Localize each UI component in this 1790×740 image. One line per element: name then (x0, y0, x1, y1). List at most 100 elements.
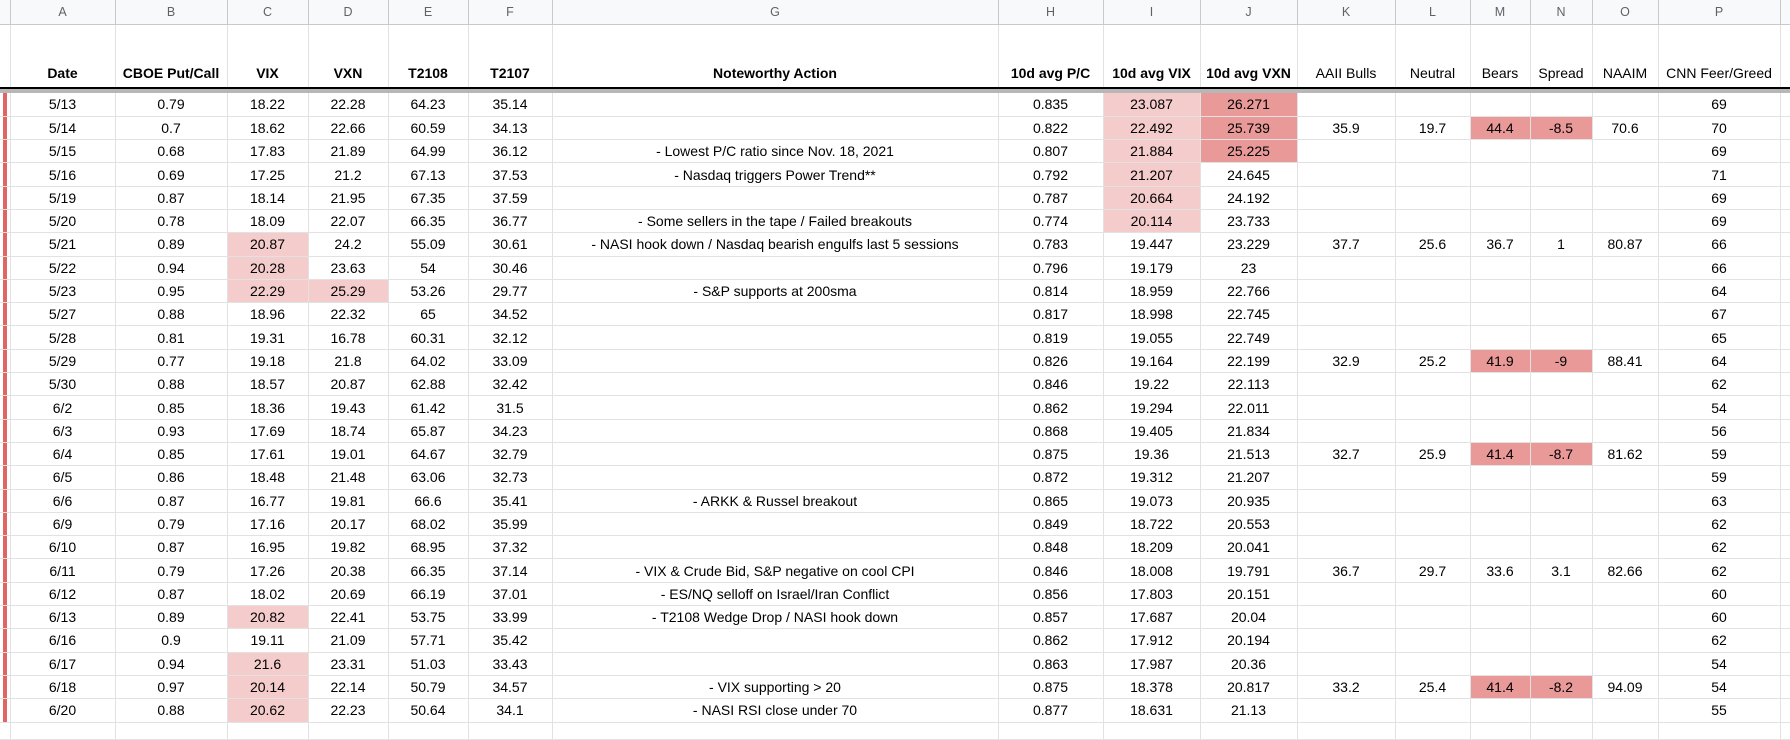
cell-F19[interactable]: 35.41 (468, 489, 553, 513)
cell-A4[interactable]: 5/15 (10, 139, 116, 164)
cell-M6[interactable] (1470, 186, 1531, 210)
cell-B27[interactable]: 0.97 (115, 675, 228, 700)
cell-G13[interactable] (552, 349, 999, 374)
cell-M14[interactable] (1470, 372, 1531, 397)
cell-H8[interactable]: 0.783 (998, 232, 1104, 257)
cell-N9[interactable] (1530, 256, 1593, 280)
cell-I12[interactable]: 19.055 (1103, 325, 1201, 350)
cell-F21[interactable]: 37.32 (468, 535, 553, 560)
cell-F9[interactable]: 30.46 (468, 256, 553, 280)
header-avg_vix[interactable]: 10d avg VIX (1103, 24, 1201, 89)
cell-P3[interactable]: 70 (1658, 116, 1781, 141)
col-letter-J[interactable]: J (1200, 0, 1298, 25)
cell-F10[interactable]: 29.77 (468, 279, 553, 304)
cell-A29[interactable] (10, 722, 116, 740)
cell-O22[interactable]: 82.66 (1592, 558, 1659, 583)
cell-I4[interactable]: 21.884 (1103, 139, 1201, 164)
cell-J24[interactable]: 20.04 (1200, 605, 1298, 630)
cell-M4[interactable] (1470, 139, 1531, 164)
col-letter-H[interactable]: H (998, 0, 1104, 25)
cell-M18[interactable] (1470, 465, 1531, 490)
cell-I10[interactable]: 18.959 (1103, 279, 1201, 304)
cell-M2[interactable] (1470, 93, 1531, 117)
cell-J14[interactable]: 22.113 (1200, 372, 1298, 397)
cell-F3[interactable]: 34.13 (468, 116, 553, 141)
cell-N17[interactable]: -8.7 (1530, 442, 1593, 467)
header-avg_vxn[interactable]: 10d avg VXN (1200, 24, 1298, 89)
cell-E20[interactable]: 68.02 (388, 512, 469, 537)
cell-P28[interactable]: 55 (1658, 698, 1781, 723)
cell-E4[interactable]: 64.99 (388, 139, 469, 164)
cell-E9[interactable]: 54 (388, 256, 469, 280)
cell-M23[interactable] (1470, 582, 1531, 607)
cell-M21[interactable] (1470, 535, 1531, 560)
cell-C13[interactable]: 19.18 (227, 349, 309, 374)
cell-B24[interactable]: 0.89 (115, 605, 228, 630)
cell-C24[interactable]: 20.82 (227, 605, 309, 630)
cell-F2[interactable]: 35.14 (468, 93, 553, 117)
cell-P4[interactable]: 69 (1658, 139, 1781, 164)
cell-N15[interactable] (1530, 395, 1593, 420)
cell-F7[interactable]: 36.77 (468, 209, 553, 234)
cell-P24[interactable]: 60 (1658, 605, 1781, 630)
cell-M27[interactable]: 41.4 (1470, 675, 1531, 700)
cell-P7[interactable]: 69 (1658, 209, 1781, 234)
cell-O24[interactable] (1592, 605, 1659, 630)
cell-B26[interactable]: 0.94 (115, 652, 228, 676)
cell-A11[interactable]: 5/27 (10, 302, 116, 327)
cell-O17[interactable]: 81.62 (1592, 442, 1659, 467)
cell-P18[interactable]: 59 (1658, 465, 1781, 490)
cell-M5[interactable] (1470, 162, 1531, 187)
cell-overflow[interactable] (1780, 722, 1790, 740)
cell-F28[interactable]: 34.1 (468, 698, 553, 723)
cell-G27[interactable]: - VIX supporting > 20 (552, 675, 999, 700)
cell-C12[interactable]: 19.31 (227, 325, 309, 350)
header-spread[interactable]: Spread (1530, 24, 1593, 89)
cell-F22[interactable]: 37.14 (468, 558, 553, 583)
cell-D25[interactable]: 21.09 (308, 628, 389, 653)
cell-D28[interactable]: 22.23 (308, 698, 389, 723)
cell-J20[interactable]: 20.553 (1200, 512, 1298, 537)
cell-E28[interactable]: 50.64 (388, 698, 469, 723)
cell-G25[interactable] (552, 628, 999, 653)
cell-F15[interactable]: 31.5 (468, 395, 553, 420)
cell-P14[interactable]: 62 (1658, 372, 1781, 397)
cell-H27[interactable]: 0.875 (998, 675, 1104, 700)
cell-B18[interactable]: 0.86 (115, 465, 228, 490)
cell-M29[interactable] (1470, 722, 1531, 740)
cell-D6[interactable]: 21.95 (308, 186, 389, 210)
cell-P22[interactable]: 62 (1658, 558, 1781, 583)
cell-I24[interactable]: 17.687 (1103, 605, 1201, 630)
cell-M11[interactable] (1470, 302, 1531, 327)
cell-O11[interactable] (1592, 302, 1659, 327)
header-note[interactable]: Noteworthy Action (552, 24, 999, 89)
cell-overflow[interactable] (1780, 675, 1790, 700)
cell-overflow[interactable] (1780, 279, 1790, 304)
cell-L24[interactable] (1395, 605, 1471, 630)
cell-P15[interactable]: 54 (1658, 395, 1781, 420)
cell-M10[interactable] (1470, 279, 1531, 304)
col-letter-O[interactable]: O (1592, 0, 1659, 25)
cell-C6[interactable]: 18.14 (227, 186, 309, 210)
cell-J29[interactable] (1200, 722, 1298, 740)
header-avg_pc[interactable]: 10d avg P/C (998, 24, 1104, 89)
cell-H22[interactable]: 0.846 (998, 558, 1104, 583)
cell-H16[interactable]: 0.868 (998, 419, 1104, 443)
header-t2108[interactable]: T2108 (388, 24, 469, 89)
cell-B21[interactable]: 0.87 (115, 535, 228, 560)
cell-N8[interactable]: 1 (1530, 232, 1593, 257)
cell-J3[interactable]: 25.739 (1200, 116, 1298, 141)
header-aaii[interactable]: AAII Bulls (1297, 24, 1396, 89)
cell-G16[interactable] (552, 419, 999, 443)
cell-A28[interactable]: 6/20 (10, 698, 116, 723)
cell-E6[interactable]: 67.35 (388, 186, 469, 210)
cell-O16[interactable] (1592, 419, 1659, 443)
cell-O12[interactable] (1592, 325, 1659, 350)
cell-O29[interactable] (1592, 722, 1659, 740)
cell-A17[interactable]: 6/4 (10, 442, 116, 467)
cell-F20[interactable]: 35.99 (468, 512, 553, 537)
cell-P2[interactable]: 69 (1658, 93, 1781, 117)
cell-J7[interactable]: 23.733 (1200, 209, 1298, 234)
cell-N24[interactable] (1530, 605, 1593, 630)
cell-D24[interactable]: 22.41 (308, 605, 389, 630)
